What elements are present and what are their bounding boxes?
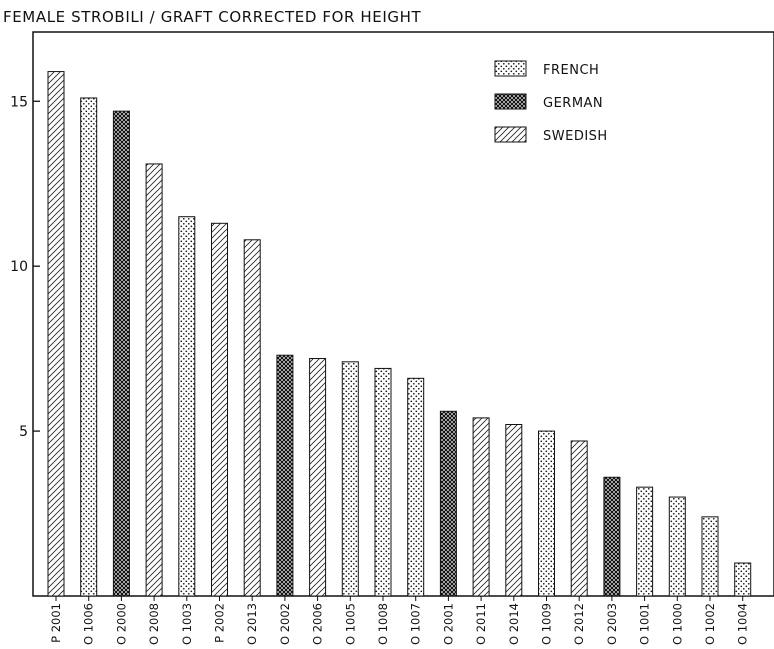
bar [407,377,425,597]
bar [734,562,752,597]
x-tick-label: O 2008 [147,603,161,645]
x-tick-label: O 1006 [82,603,96,645]
x-tick-label: O 2006 [311,603,325,645]
y-tick-label: 15 [10,94,28,110]
bar [439,410,457,597]
y-axis: 5 10 15 [10,94,40,440]
bar [472,417,490,597]
x-tick-label: O 1003 [180,603,194,645]
legend-swatch [494,93,527,110]
x-tick-label: O 1004 [736,603,750,645]
x-axis-labels: P 2001 O 1006 O 2000 O 2008 O 1003 P 2002 O 20… [49,596,750,645]
legend-label: SWEDISH [543,129,608,144]
x-tick-label: O 2000 [114,603,128,645]
bar [570,440,588,597]
bar [145,163,163,597]
plot-frame [32,31,774,597]
chart-title: FEMALE STROBILI / GRAFT CORRECTED FOR HE… [3,8,421,26]
bar [374,367,392,597]
x-tick-label: O 2013 [245,603,259,645]
y-tick-label: 5 [19,424,28,440]
bar [538,430,555,597]
x-tick-label: O 2002 [278,603,292,645]
x-tick-label: O 1005 [343,603,357,645]
bar [211,222,228,597]
bar [80,97,98,597]
bar [309,358,327,597]
bar [112,110,130,597]
x-tick-label: O 2014 [507,603,521,645]
y-tick-label: 10 [10,259,28,275]
legend: FRENCH GERMAN SWEDISH [494,60,608,144]
x-tick-label: O 1002 [703,603,717,645]
x-tick-label: O 1008 [376,603,390,645]
legend-label: FRENCH [543,63,599,78]
bar [668,496,686,597]
bar [243,239,261,597]
x-tick-label: O 1009 [540,603,554,645]
x-tick-label: O 1007 [409,603,423,645]
bar [341,361,359,597]
bar [701,516,719,597]
x-tick-label: O 1001 [638,603,652,645]
bar [47,71,65,597]
bar [178,216,196,597]
bar [276,354,294,597]
bar [636,486,654,597]
x-tick-label: O 2011 [474,603,488,645]
x-tick-label: O 1000 [670,603,684,645]
bar [505,423,523,597]
bars [47,71,752,597]
legend-swatch [494,60,527,77]
legend-label: GERMAN [543,96,603,111]
bar [603,476,621,597]
x-tick-label: P 2001 [49,603,63,643]
legend-swatch [494,126,527,143]
x-tick-label: P 2002 [213,603,227,643]
x-tick-label: O 2003 [605,603,619,645]
x-tick-label: O 2001 [441,603,455,645]
x-tick-label: O 2012 [572,603,586,645]
